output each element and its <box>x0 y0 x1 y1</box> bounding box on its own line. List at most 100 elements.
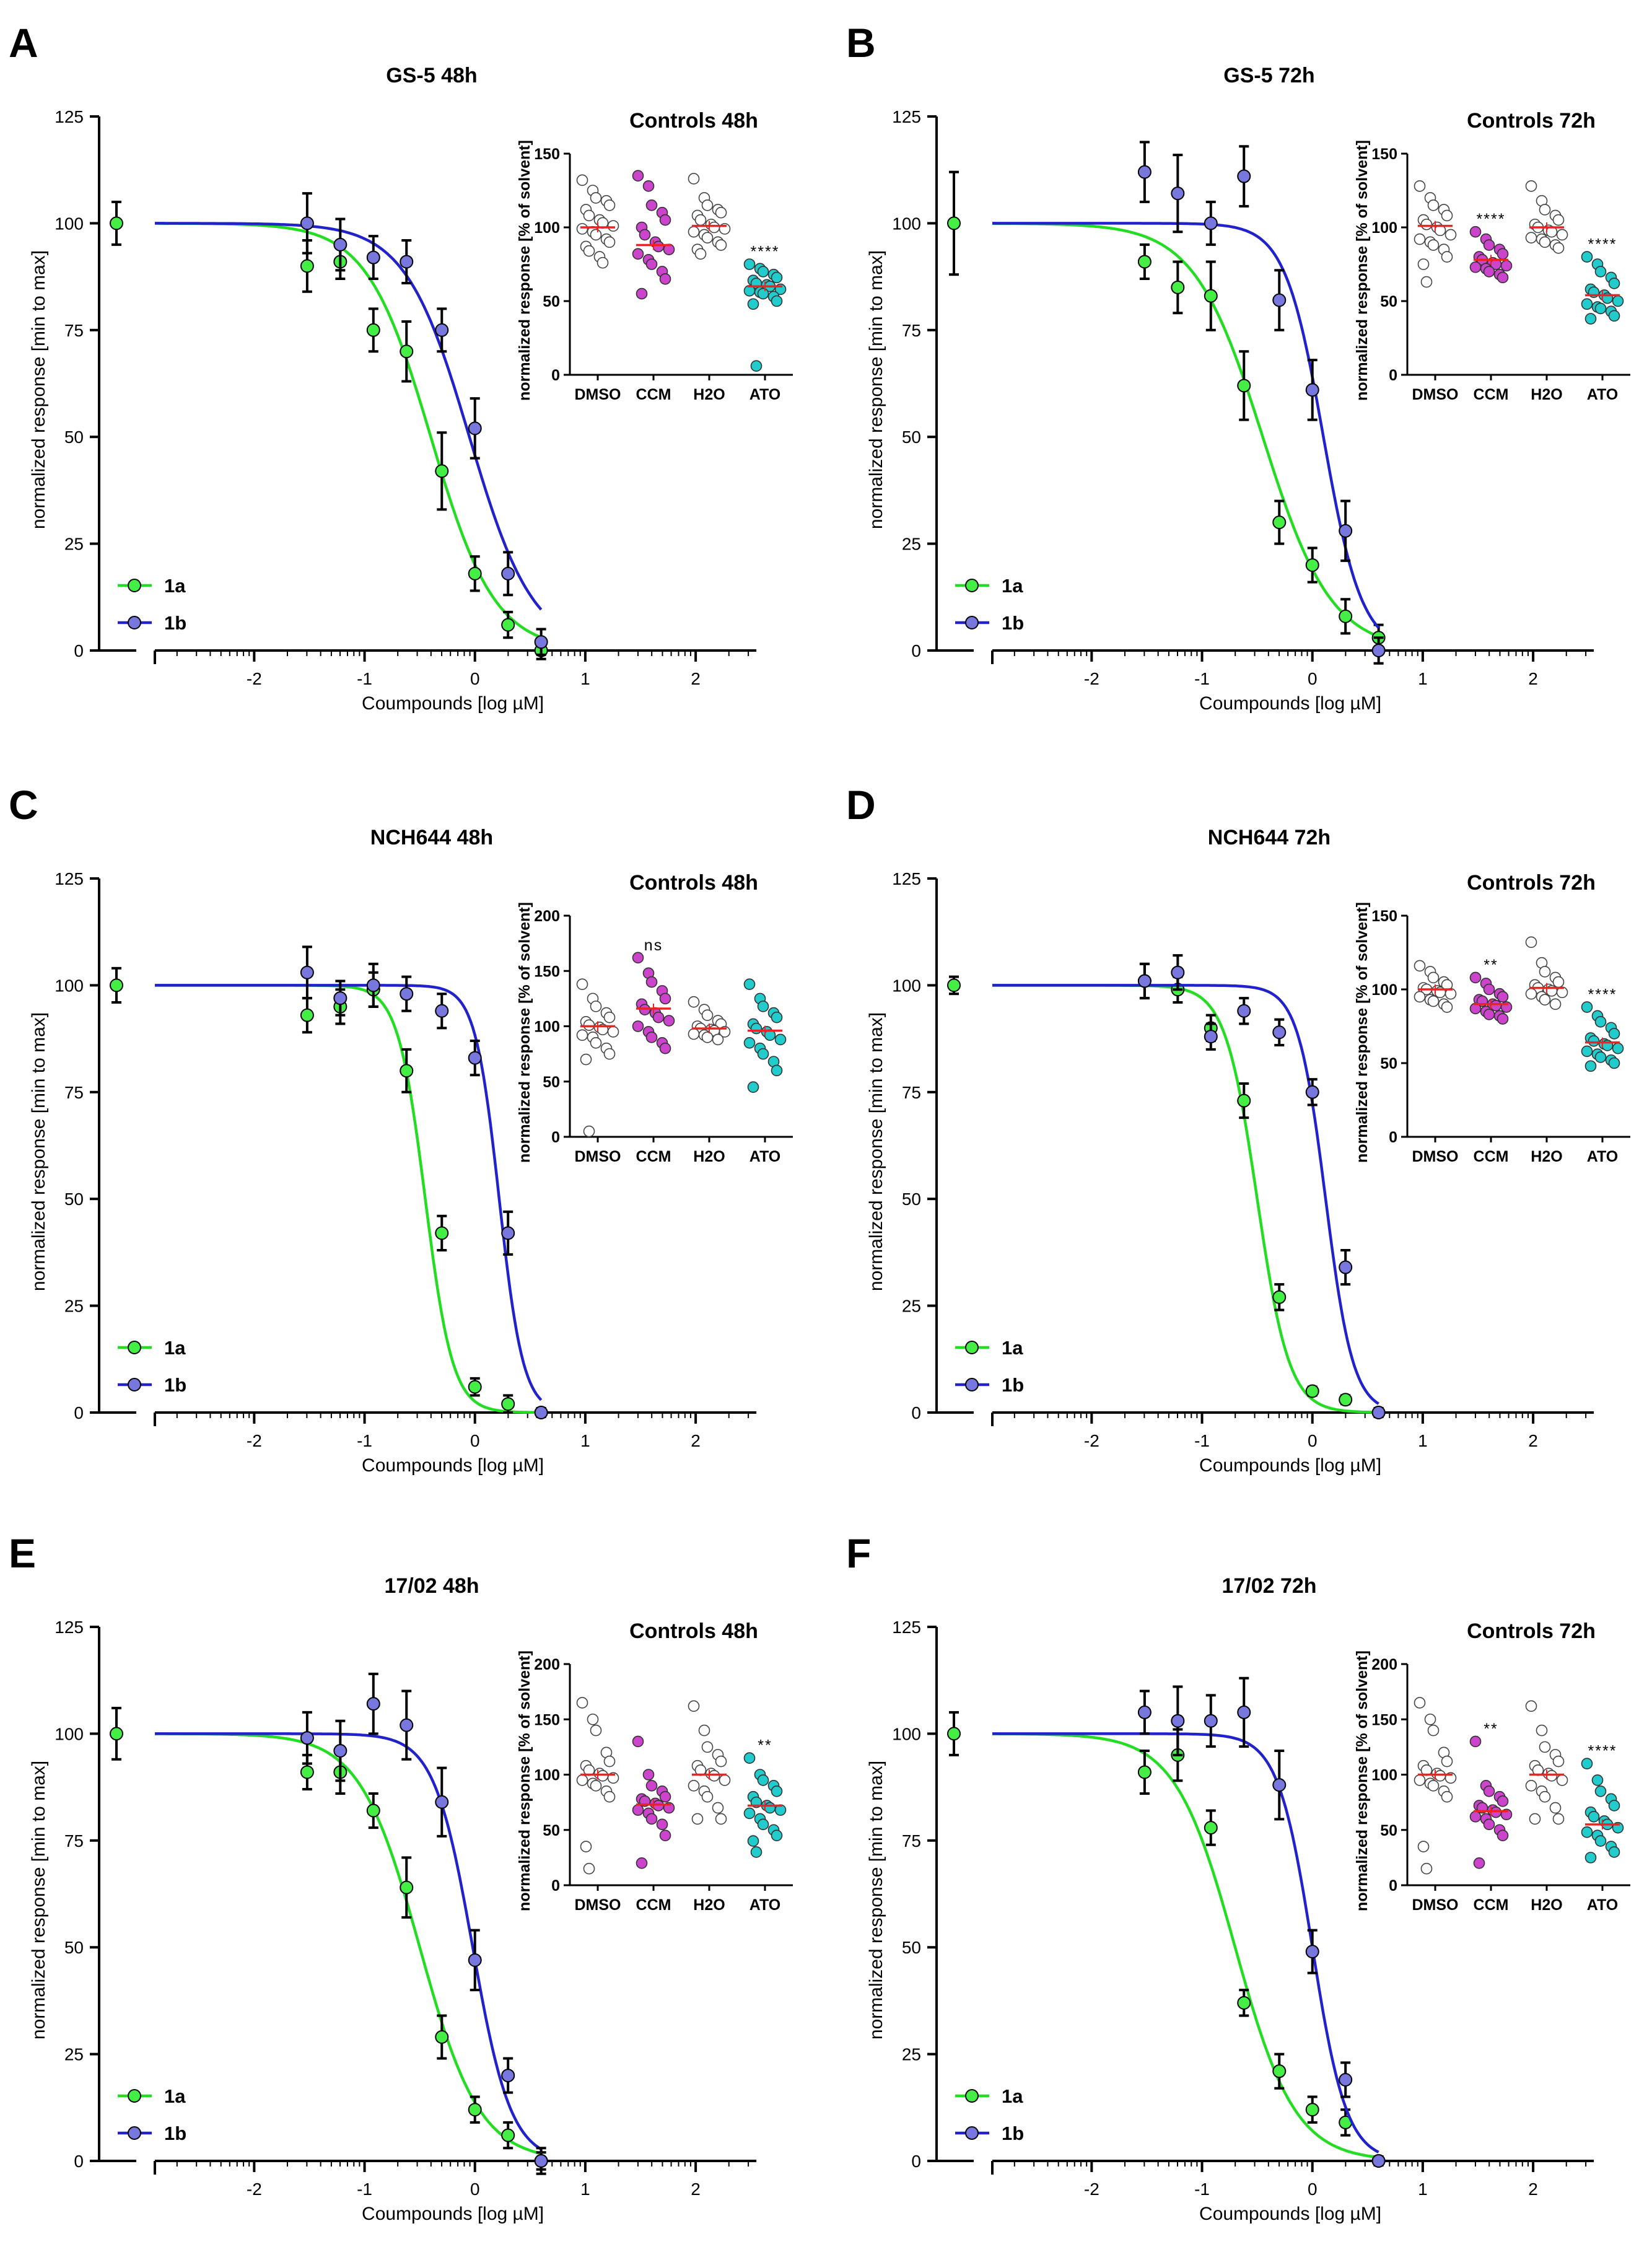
legend-label: 1b <box>164 2123 186 2144</box>
control-point <box>947 978 961 992</box>
inset-point-h2o <box>715 1755 727 1768</box>
data-point-1b <box>1371 1406 1386 1419</box>
inset-point-h2o <box>1552 214 1565 226</box>
inset-significance: **** <box>1588 986 1617 1004</box>
inset-y-axis-label: normalized response [% of solvent] <box>1353 140 1371 401</box>
y-tick-label: 75 <box>64 1083 84 1102</box>
y-tick-label: 100 <box>55 214 84 233</box>
inset-point-h2o <box>1556 1774 1568 1786</box>
inset-point-dmso <box>1427 239 1440 251</box>
y-tick-label: 100 <box>892 1724 921 1743</box>
inset-point-h2o <box>1525 936 1537 949</box>
inset-point-ato <box>1608 1800 1620 1812</box>
inset-point-ato <box>743 258 756 270</box>
inset-y-tick-label: 100 <box>1371 981 1397 999</box>
legend: 1a 1b <box>955 1337 1024 1396</box>
data-point-1b <box>1171 186 1185 201</box>
inset-y-tick-label: 0 <box>551 1129 560 1146</box>
inset-y-tick-label: 150 <box>534 146 560 163</box>
data-point-1a <box>366 323 380 337</box>
inset-point-h2o <box>688 1780 700 1792</box>
y-tick-label: 125 <box>892 107 921 126</box>
inset-significance: **** <box>1588 1743 1617 1760</box>
inset-point-ccm <box>659 214 671 226</box>
x-tick-label: 1 <box>1418 669 1428 688</box>
x-tick-label: -1 <box>1194 2180 1210 2199</box>
inset-title: Controls 72h <box>1467 1619 1596 1643</box>
inset-point-ccm <box>1497 1829 1509 1841</box>
inset-point-dmso <box>590 229 602 241</box>
inset-point-ccm <box>656 1818 668 1831</box>
data-point-1a <box>501 2128 515 2142</box>
inset-point-ato <box>757 266 769 278</box>
data-point-1b <box>400 987 414 1001</box>
data-point-1a <box>1339 1393 1353 1407</box>
inset-point-dmso <box>603 1011 616 1023</box>
x-tick-label: 2 <box>1528 2180 1538 2199</box>
x-tick-label: -1 <box>357 2180 372 2199</box>
main-axes: 0 25 50 75 100 125 -2 -1 0 1 2 Coumpounds [log µM] n… <box>28 869 757 1476</box>
inset-point-h2o <box>1552 976 1565 988</box>
inset-point-h2o <box>1529 1813 1541 1825</box>
control-point <box>110 978 123 992</box>
inset-point-ccm <box>636 1857 648 1869</box>
legend-marker <box>128 616 141 629</box>
legend-marker <box>128 2089 141 2103</box>
y-tick-label: 50 <box>902 1938 921 1957</box>
x-tick-label: -2 <box>247 2180 262 2199</box>
inset-point-ato <box>1608 278 1620 289</box>
inset-point-ato <box>1612 1042 1624 1054</box>
inset-point-dmso <box>580 1053 592 1066</box>
inset-point-ato <box>1581 251 1593 263</box>
y-tick-label: 100 <box>892 214 921 233</box>
y-tick-label: 75 <box>64 321 84 340</box>
chart-title: 17/02 72h <box>1222 1574 1316 1598</box>
data-point-1b <box>1237 1004 1251 1018</box>
inset-point-ato <box>743 1752 756 1764</box>
inset-y-axis-label: normalized response [% of solvent] <box>1353 902 1371 1163</box>
inset-point-ccm <box>1490 999 1502 1012</box>
data-point-1a <box>1272 515 1287 530</box>
x-tick-label: 2 <box>1528 1431 1538 1450</box>
panel-F: F 17/02 72h 0 25 50 75 100 125 -2 -1 0 1 2 Coumpounds… <box>846 1530 1630 2224</box>
inset-x-tick-label: DMSO <box>575 1896 621 1914</box>
inset-point-ccm <box>1497 1795 1509 1807</box>
y-tick-label: 0 <box>911 2152 921 2171</box>
y-tick-label: 125 <box>892 869 921 888</box>
data-point-1b <box>534 635 548 649</box>
data-point-1b <box>366 978 380 992</box>
data-point-1a <box>400 1880 414 1895</box>
inset-point-ato <box>774 1033 787 1046</box>
inset-point-dmso <box>583 209 595 222</box>
data-point-1a <box>1339 609 1353 623</box>
inset-point-dmso <box>580 1841 592 1852</box>
x-axis-label: Coumpounds [log µM] <box>362 1455 544 1476</box>
inset-point-dmso <box>1441 251 1453 263</box>
inset-point-dmso <box>590 1001 602 1012</box>
legend: 1a 1b <box>955 2085 1024 2144</box>
inset-title: Controls 48h <box>629 109 758 133</box>
inset-point-ato <box>747 298 759 310</box>
inset-point-dmso <box>590 1036 602 1049</box>
legend: 1a 1b <box>955 575 1024 634</box>
inset-y-tick-label: 100 <box>534 219 560 237</box>
y-tick-label: 50 <box>902 1190 921 1209</box>
x-tick-label: -1 <box>1194 1431 1210 1450</box>
y-tick-label: 25 <box>902 1297 921 1316</box>
data-point-1a <box>1305 2103 1319 2117</box>
data-point-1b <box>1137 1705 1152 1719</box>
y-tick-label: 0 <box>911 641 921 660</box>
control-point <box>110 1727 123 1741</box>
inset-point-h2o <box>1552 1813 1565 1825</box>
inset-point-dmso <box>1420 218 1433 230</box>
inset-y-tick-label: 100 <box>1371 1767 1397 1784</box>
x-tick-label: -2 <box>1084 1431 1099 1450</box>
data-point-1a <box>1137 1765 1152 1779</box>
data-point-1b <box>1137 974 1152 988</box>
inset-significance: ** <box>1484 957 1498 974</box>
inset-point-h2o <box>1536 1724 1548 1737</box>
inset-point-ato <box>771 1064 783 1077</box>
inset-point-ccm <box>659 992 671 1005</box>
inset-point-dmso <box>590 1724 602 1737</box>
